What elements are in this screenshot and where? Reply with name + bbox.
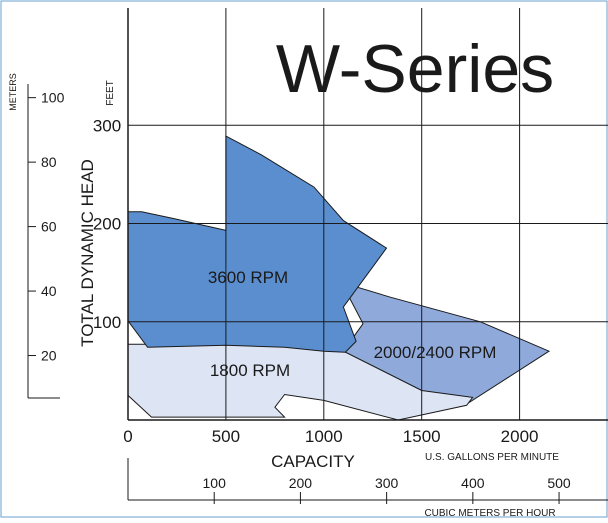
meters-tick-label: 40 (41, 283, 57, 299)
y-tick-label: 200 (93, 215, 121, 234)
x-tick-label: 1500 (403, 427, 441, 446)
x-axis-title: CAPACITY (271, 452, 355, 471)
series-region-2 (127, 343, 474, 421)
x-tick-label: 0 (123, 427, 132, 446)
meters-tick-label: 80 (41, 154, 57, 170)
x2-unit-label: CUBIC METERS PER HOUR (424, 508, 555, 518)
cubic-tick-label: 100 (203, 475, 227, 491)
series-label-1800: 1800 RPM (210, 361, 290, 380)
labels: W-Series 0 500 1000 1500 2000 100 200 300 20 40 60 8… (8, 31, 571, 519)
meters-tick-label: 100 (41, 90, 65, 106)
y-tick-label: 100 (93, 313, 121, 332)
series-label-3600: 3600 RPM (208, 268, 288, 287)
cubic-tick-label: 300 (375, 475, 399, 491)
operating-ranges (127, 135, 551, 421)
series-label-2000-2400: 2000/2400 RPM (374, 343, 497, 362)
cubic-tick-label: 400 (461, 475, 485, 491)
meters-tick-label: 20 (41, 348, 57, 364)
cubic-tick-label: 500 (547, 475, 571, 491)
x-tick-label: 500 (212, 427, 240, 446)
x-unit-label: U.S. GALLONS PER MINUTE (425, 452, 559, 463)
y-tick-label: 300 (93, 116, 121, 135)
y2-unit-label: METERS (8, 73, 18, 111)
y-unit-label: FEET (105, 80, 116, 106)
chart-title: W-Series (276, 31, 554, 107)
y-axis-title: TOTAL DYNAMIC HEAD (78, 159, 97, 347)
series-region-3 (127, 135, 388, 353)
x-tick-label: 1000 (305, 427, 343, 446)
x-tick-label: 2000 (501, 427, 539, 446)
axes (27, 8, 608, 504)
meters-tick-label: 60 (41, 219, 57, 235)
grid-lines (128, 8, 608, 420)
cubic-tick-label: 200 (289, 475, 313, 491)
